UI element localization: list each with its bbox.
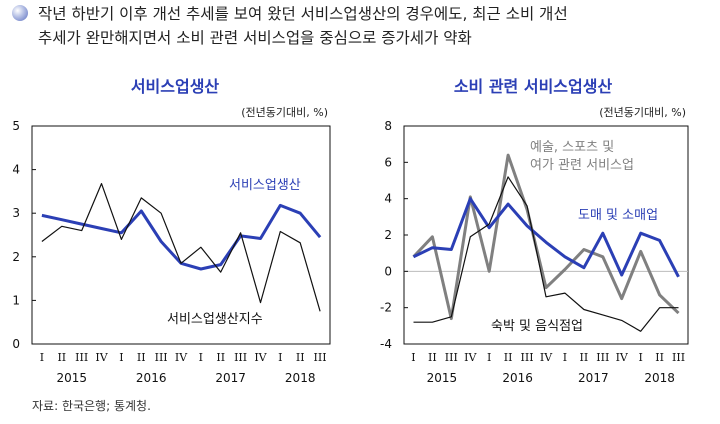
x-tick-label: III: [234, 351, 247, 364]
x-tick-label: III: [596, 351, 609, 364]
x-tick-label: I: [487, 351, 491, 364]
x-tick-label: I: [119, 351, 123, 364]
year-label: 2015: [427, 371, 458, 385]
year-label: 2018: [644, 371, 675, 385]
x-tick-label: I: [563, 351, 567, 364]
x-tick-label: II: [504, 351, 513, 364]
source-note: 자료: 한국은행; 통계청.: [32, 399, 151, 413]
x-tick-label: II: [137, 351, 146, 364]
y-tick-label: 6: [384, 155, 392, 169]
year-label: 2016: [502, 371, 533, 385]
x-tick-label: III: [155, 351, 168, 364]
x-tick-label: IV: [464, 351, 477, 364]
x-tick-label: III: [521, 351, 534, 364]
y-tick-label: 4: [384, 192, 392, 206]
plot-frame: [31, 125, 331, 345]
y-tick-label: 8: [384, 119, 392, 133]
x-tick-label: I: [40, 351, 44, 364]
summary-text: 작년 하반기 이후 개선 추세를 보여 왔던 서비스업생산의 경우에도, 최근 …: [38, 2, 718, 50]
summary-line-1: 작년 하반기 이후 개선 추세를 보여 왔던 서비스업생산의 경우에도, 최근 …: [38, 5, 568, 23]
y-tick-label: 0: [384, 264, 392, 278]
y-tick-label: 1: [12, 293, 20, 307]
x-tick-label: III: [445, 351, 458, 364]
x-tick-label: IV: [175, 351, 188, 364]
series-line-2: [412, 197, 680, 278]
series-label: 도매 및 소매업: [578, 208, 658, 223]
x-tick-label: III: [314, 351, 327, 364]
y-tick-label: 5: [12, 119, 20, 133]
series-label: 서비스업생산: [229, 178, 301, 193]
series-line-1: [412, 153, 680, 321]
year-label: 2017: [578, 371, 609, 385]
x-tick-label: III: [672, 351, 685, 364]
x-tick-label: IV: [254, 351, 267, 364]
series-line-3: [413, 176, 679, 332]
unit-label: (전년동기대비, %): [599, 106, 686, 119]
x-tick-label: IV: [540, 351, 553, 364]
year-label: 2016: [136, 371, 167, 385]
summary-line-2: 추세가 완만해지면서 소비 관련 서비스업을 중심으로 증가세가 약화: [38, 29, 472, 47]
year-label: 2018: [285, 371, 316, 385]
y-tick-label: 4: [12, 163, 20, 177]
x-tick-label: I: [199, 351, 203, 364]
chart-title: 소비 관련 서비스업생산: [454, 77, 613, 96]
series-label: 예술, 스포츠 및 여가 관련 서비스업: [530, 140, 634, 173]
series-line-2: [41, 183, 321, 312]
y-tick-label: 3: [12, 206, 20, 220]
y-tick-label: 0: [12, 337, 20, 351]
unit-label: (전년동기대비, %): [241, 106, 328, 119]
bullet-icon: [12, 5, 28, 21]
x-tick-label: I: [638, 351, 642, 364]
year-label: 2015: [56, 371, 87, 385]
x-tick-label: II: [580, 351, 589, 364]
x-tick-label: II: [428, 351, 437, 364]
x-tick-label: II: [655, 351, 664, 364]
x-tick-label: I: [278, 351, 282, 364]
series-label: 서비스업생산지수: [167, 312, 263, 327]
x-tick-label: IV: [95, 351, 108, 364]
x-tick-label: IV: [616, 351, 629, 364]
x-tick-label: II: [296, 351, 305, 364]
x-tick-label: I: [411, 351, 415, 364]
y-tick-label: 2: [12, 250, 20, 264]
chart-title: 서비스업생산: [131, 77, 220, 96]
year-label: 2017: [215, 371, 246, 385]
y-tick-label: -4: [380, 337, 392, 351]
series-label: 숙박 및 음식점업: [491, 319, 583, 334]
x-tick-label: III: [75, 351, 88, 364]
y-tick-label: 2: [384, 228, 392, 242]
x-tick-label: II: [216, 351, 225, 364]
x-tick-label: II: [57, 351, 66, 364]
y-tick-label: -2: [380, 301, 392, 315]
